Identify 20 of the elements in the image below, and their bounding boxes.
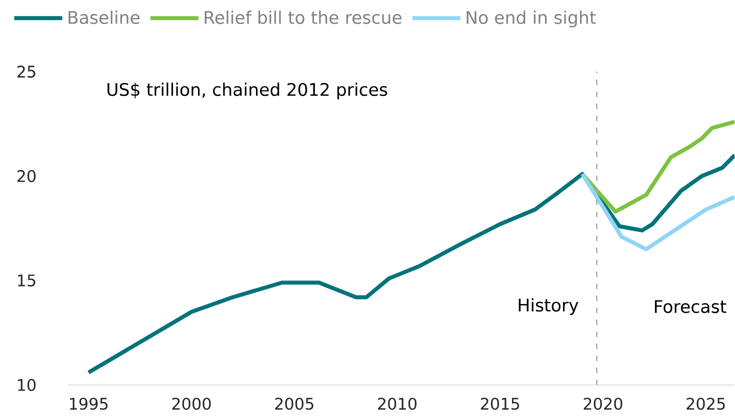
line-series (580, 172, 735, 252)
y-tick-label: 15 (18, 274, 36, 286)
x-tick-label: 2000 (172, 398, 211, 410)
x-tick-label: 2010 (378, 398, 417, 410)
legend-label: Baseline (68, 10, 140, 24)
legend-label: Relief bill to the rescue (204, 10, 402, 24)
y-tick-label: 10 (18, 378, 36, 392)
annotation: History (518, 298, 578, 316)
annotation: Forecast (654, 300, 726, 314)
x-tick-label: 2020 (584, 398, 622, 410)
x-tick-label: 2015 (480, 398, 520, 410)
y-tick-label: 20 (17, 170, 36, 182)
x-tick-label: 2005 (275, 398, 314, 410)
annotation: US$ trillion, chained 2012 prices (108, 82, 388, 100)
x-tick-label: 1995 (70, 398, 108, 410)
legend-label: No end in sight (466, 10, 596, 28)
line-series (86, 153, 735, 374)
line-series (580, 120, 735, 214)
x-tick-label: 2025 (686, 398, 725, 410)
y-tick-label: 25 (17, 66, 36, 78)
